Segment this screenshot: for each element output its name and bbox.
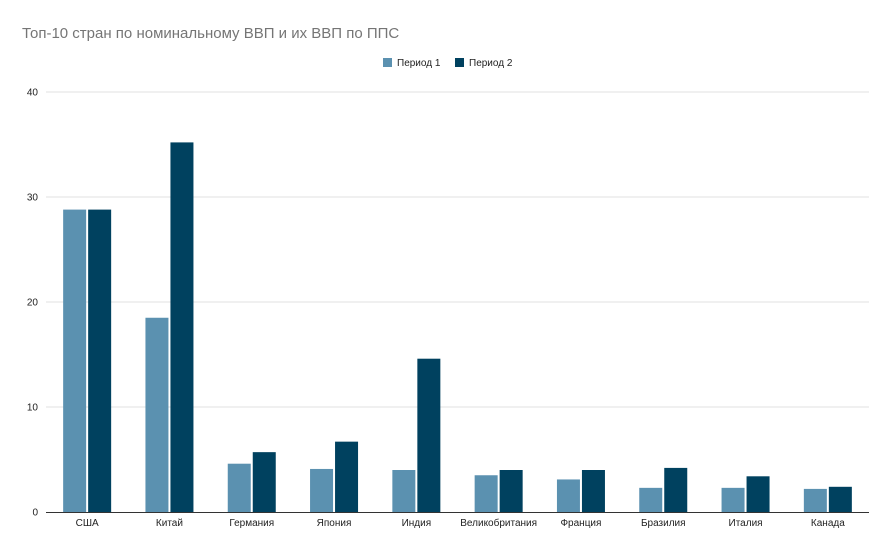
bar-series-1-9[interactable] xyxy=(803,488,827,512)
bar-series-2-9[interactable] xyxy=(828,486,852,512)
x-tick-label: Великобритания xyxy=(460,517,537,529)
bar-series-2-5[interactable] xyxy=(499,470,523,512)
legend-item-series-1: Период 1 xyxy=(383,58,441,69)
legend-label-series-1: Период 1 xyxy=(397,58,441,69)
bar-series-1-4[interactable] xyxy=(392,470,416,512)
bar-series-2-0[interactable] xyxy=(88,209,112,512)
bar-series-2-2[interactable] xyxy=(252,452,276,512)
legend-item-series-2: Период 2 xyxy=(455,58,513,69)
y-tick-label: 20 xyxy=(27,298,39,309)
y-axis: 0 10 20 30 40 xyxy=(27,88,39,519)
gridlines xyxy=(46,91,869,408)
x-tick-label: США xyxy=(76,518,99,529)
x-tick-label: Германия xyxy=(229,518,274,529)
bar-series-1-5[interactable] xyxy=(474,475,498,512)
bar-series-1-1[interactable] xyxy=(145,317,169,512)
bar-series-1-7[interactable] xyxy=(639,487,663,512)
bars xyxy=(63,142,852,512)
bar-series-2-4[interactable] xyxy=(417,358,441,512)
x-tick-label: Индия xyxy=(402,518,432,529)
y-tick-label: 40 xyxy=(27,88,39,99)
bar-series-1-2[interactable] xyxy=(227,463,251,512)
x-tick-label: Бразилия xyxy=(641,518,686,529)
x-tick-label: Италия xyxy=(729,518,763,529)
legend-swatch-series-2 xyxy=(455,58,464,67)
bar-series-1-0[interactable] xyxy=(63,209,87,512)
bar-series-1-3[interactable] xyxy=(310,468,334,512)
chart-title: Топ-10 стран по номинальному ВВП и их ВВ… xyxy=(22,25,399,42)
bar-series-2-7[interactable] xyxy=(664,467,688,512)
x-tick-label: Япония xyxy=(317,518,352,529)
y-tick-label: 10 xyxy=(27,403,39,414)
legend-label-series-2: Период 2 xyxy=(469,58,513,69)
bar-series-2-8[interactable] xyxy=(746,476,770,512)
x-tick-label: Франция xyxy=(560,518,601,529)
y-tick-label: 30 xyxy=(27,193,39,204)
x-axis: США Китай Германия Япония Индия Великобритани… xyxy=(46,512,869,529)
x-tick-label: Канада xyxy=(811,518,845,529)
legend: Период 1 Период 2 xyxy=(383,58,513,69)
bar-series-2-6[interactable] xyxy=(581,470,605,512)
legend-swatch-series-1 xyxy=(383,58,392,67)
bar-series-1-6[interactable] xyxy=(556,479,580,512)
bar-series-2-1[interactable] xyxy=(170,142,194,512)
bar-series-1-8[interactable] xyxy=(721,487,745,512)
y-tick-label: 0 xyxy=(32,508,38,519)
bar-series-2-3[interactable] xyxy=(335,441,359,512)
x-tick-label: Китай xyxy=(156,518,183,529)
